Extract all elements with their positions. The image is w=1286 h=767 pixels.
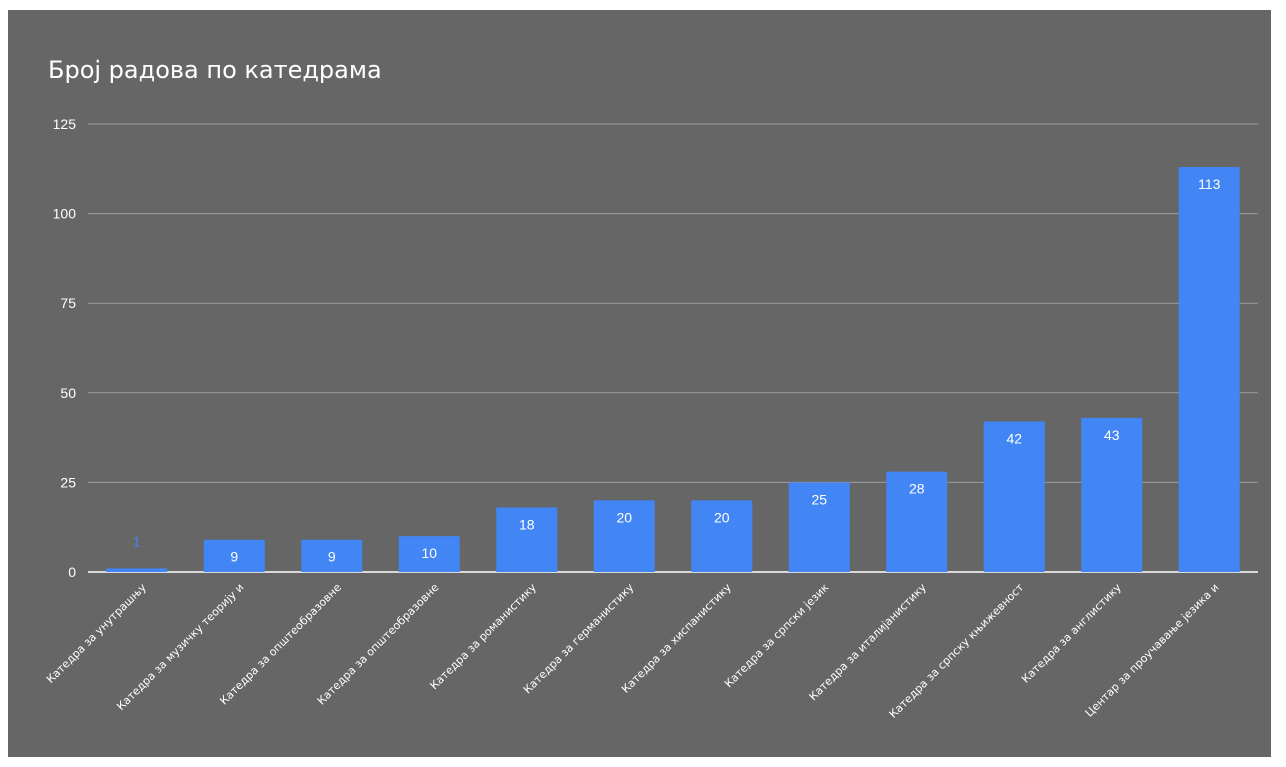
y-axis: 0 25 50 75 100 125 [53,116,77,580]
data-label: 113 [1198,176,1221,192]
data-label: 18 [519,516,535,532]
bar [983,421,1045,572]
data-label: 9 [230,549,238,565]
data-label: 42 [1006,430,1022,446]
bar [496,507,558,572]
data-label: 9 [328,549,336,565]
grid-lines [88,123,1258,573]
bar-chart: 0 25 50 75 100 125 1 9 9 10 18 20 20 25 28 42 43 113 Кат… [44,116,1258,721]
data-label: 10 [421,545,437,561]
data-label: 20 [714,509,730,525]
y-tick-label: 0 [68,564,76,580]
category-label: Катедра за хиспанистику [619,581,734,696]
data-label: 43 [1104,427,1120,443]
bar [1081,417,1143,572]
bar [886,471,948,572]
bar [203,539,265,572]
bars: 1 9 9 10 18 20 20 25 28 42 43 113 [106,167,1240,572]
bar [398,536,460,572]
data-label: 20 [616,509,632,525]
bar [106,568,168,572]
data-label: 1 [133,533,141,549]
category-label: Катедра за германистику [521,581,637,697]
y-tick-label: 25 [60,474,76,490]
category-label: Катедра за италијанистику [807,581,930,704]
data-label: 25 [811,491,827,507]
y-tick-label: 50 [60,385,76,401]
bar [1178,167,1240,572]
chart-title: Број радова по катедрама [48,56,382,84]
category-label: Катедра за унутрашњу [44,581,149,686]
y-tick-label: 100 [53,206,77,222]
data-label: 28 [909,481,925,497]
category-label: Катедра за романистику [428,581,540,693]
bar [301,539,363,572]
category-label: Катедра за српски језик [722,581,832,691]
bar [691,500,753,572]
bar [788,482,850,572]
bar [593,500,655,572]
y-tick-label: 125 [53,116,77,132]
category-label: Катедра за англистику [1019,581,1124,686]
y-tick-label: 75 [60,295,76,311]
chart-panel: Број радова по катедрама 0 25 50 75 100 125 1… [8,10,1271,757]
